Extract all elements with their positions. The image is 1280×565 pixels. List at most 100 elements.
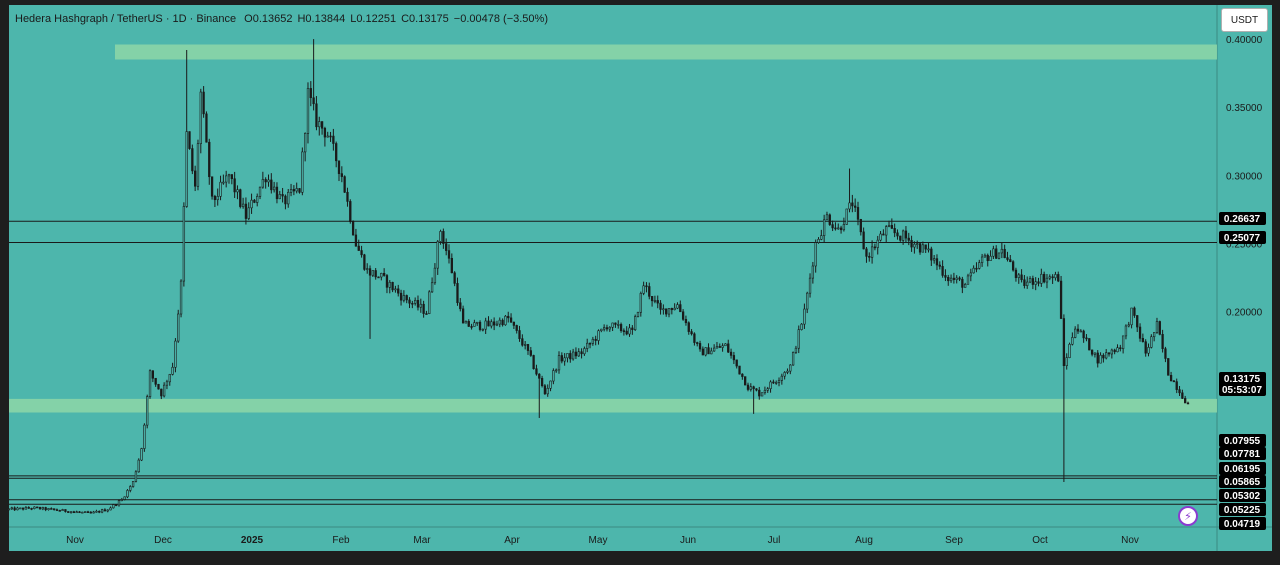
candle-body	[828, 214, 831, 225]
candle-body	[569, 353, 572, 360]
candle-body	[439, 231, 442, 242]
candle-body	[913, 243, 916, 248]
candle-body	[349, 201, 352, 222]
candle-body	[1057, 274, 1060, 282]
candle-body	[887, 225, 891, 227]
candle-body	[241, 203, 245, 207]
candle-body	[933, 258, 936, 261]
candle-body	[949, 277, 953, 282]
candle-body	[916, 243, 919, 245]
candle-body	[687, 322, 690, 332]
candle-body	[1150, 336, 1153, 348]
candle-body	[504, 315, 507, 326]
candle-body	[964, 284, 967, 288]
candle-body	[50, 508, 53, 510]
candle-body	[848, 202, 851, 210]
plot-area[interactable]	[9, 5, 1217, 527]
candle-body	[27, 507, 30, 509]
candle-body	[1102, 354, 1105, 359]
candle-body	[1099, 354, 1102, 364]
candle-body	[244, 203, 248, 219]
zone-band[interactable]	[115, 44, 1217, 60]
candle-body	[896, 232, 899, 237]
candle-body	[1124, 325, 1128, 337]
candle-body	[698, 343, 702, 350]
candle-body	[1071, 337, 1074, 345]
candle-body	[230, 174, 233, 180]
candle-body	[478, 321, 482, 330]
candle-body	[151, 370, 154, 379]
candle-body	[1076, 328, 1080, 332]
level-label-bg	[1219, 447, 1266, 460]
x-tick-label: Jul	[768, 535, 781, 546]
candle-body	[670, 308, 673, 311]
candle-body	[425, 313, 428, 315]
candle-body	[470, 326, 473, 328]
candle-body	[1127, 324, 1130, 327]
candle-body	[605, 327, 609, 330]
candle-body	[69, 511, 73, 513]
candle-body	[354, 234, 358, 247]
candle-body	[247, 207, 250, 219]
candle-body	[120, 499, 123, 502]
candle-body	[363, 254, 366, 270]
candle-body	[1065, 357, 1068, 366]
candle-body	[270, 179, 273, 191]
candle-body	[72, 511, 76, 513]
candle-body	[935, 258, 939, 266]
candle-body	[718, 346, 721, 348]
candle-body	[588, 342, 592, 345]
candle-body	[673, 307, 676, 311]
candle-body	[825, 214, 829, 221]
high-label: H	[297, 13, 305, 25]
currency-button[interactable]: USDT	[1221, 8, 1268, 32]
candle-body	[837, 227, 840, 230]
candle-body	[36, 506, 39, 509]
candle-body	[538, 373, 541, 379]
candle-body	[636, 311, 640, 317]
candle-body	[543, 385, 547, 395]
candle-body	[577, 351, 580, 357]
candle-body	[684, 319, 688, 324]
candle-body	[484, 320, 487, 330]
candle-body	[997, 252, 1001, 259]
candle-body	[944, 275, 947, 278]
candle-body	[388, 281, 391, 288]
candle-body	[44, 507, 47, 511]
candle-body	[1079, 330, 1082, 333]
candle-body	[811, 265, 815, 279]
candle-body	[710, 350, 713, 355]
lightning-icon[interactable]: ⚡	[1178, 506, 1198, 526]
level-label-bg	[1219, 231, 1266, 244]
candle-body	[549, 380, 552, 389]
candle-body	[1175, 381, 1178, 390]
high-value: 0.13844	[305, 13, 345, 25]
candle-body	[154, 377, 157, 385]
candle-body	[780, 375, 783, 381]
candle-body	[281, 194, 284, 197]
candle-body	[165, 381, 169, 386]
candle-body	[1186, 402, 1190, 405]
level-label-bg	[1219, 462, 1266, 475]
candle-body	[456, 283, 459, 304]
candle-body	[137, 459, 140, 473]
candle-body	[126, 490, 129, 498]
x-ticks: Nov Dec 2025 Feb Mar Apr May Jun Jul Aug Sep Oct Nov	[66, 535, 1139, 546]
candle-body	[227, 174, 231, 177]
candle-body	[146, 396, 149, 426]
time-axis[interactable]	[9, 527, 1272, 551]
candle-body	[258, 186, 262, 197]
candle-body	[791, 352, 795, 366]
candle-body	[910, 240, 913, 248]
candle-body	[611, 322, 614, 328]
candle-body	[1003, 248, 1006, 258]
level-label-bg	[1219, 475, 1266, 488]
candle-body	[492, 321, 496, 326]
level-label-bg	[1219, 517, 1266, 530]
candle-body	[769, 381, 772, 389]
candle-body	[1161, 334, 1164, 350]
zone-band[interactable]	[9, 398, 1217, 413]
candle-body	[1184, 398, 1187, 404]
x-tick-label: Mar	[413, 535, 431, 546]
